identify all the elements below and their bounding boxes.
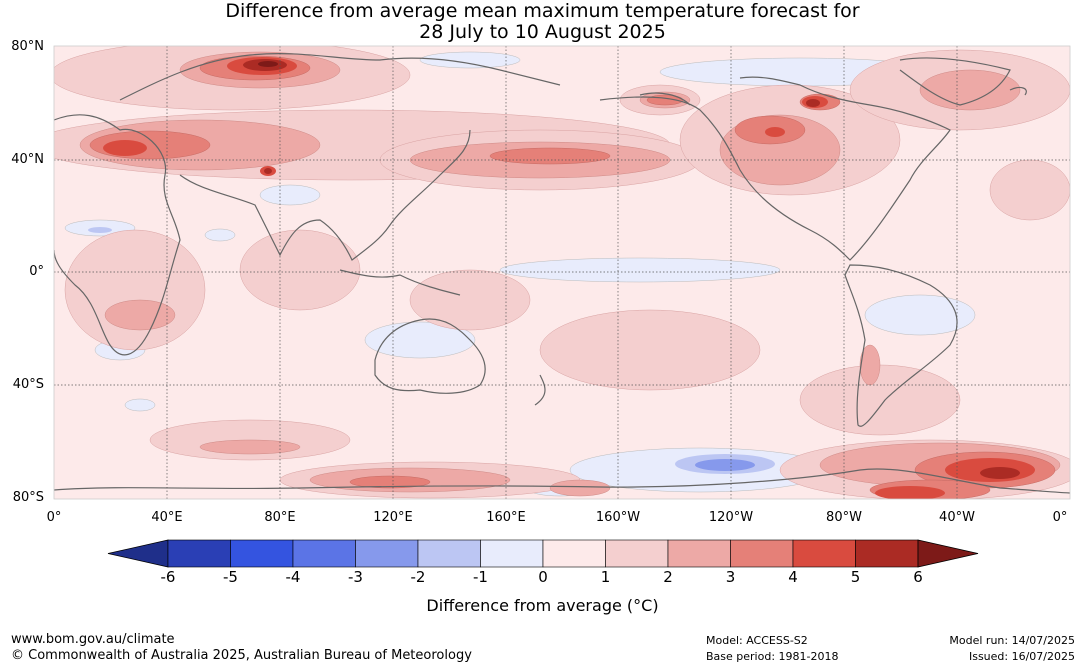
lon-label-120w: 120°W — [708, 510, 754, 525]
colorbar-segment — [792, 539, 856, 568]
colorbar-segment — [480, 539, 544, 568]
map-frame — [53, 45, 1071, 500]
colorbar-segment — [667, 539, 731, 568]
colorbar-tick-label: 4 — [788, 568, 798, 586]
lat-label-0: 0° — [29, 264, 44, 279]
lat-label-40s: 40°S — [12, 377, 44, 392]
colorbar-extend-low — [107, 539, 169, 568]
lon-label-160w: 160°W — [595, 510, 641, 525]
colorbar-segment — [355, 539, 419, 568]
map-field — [54, 46, 1070, 499]
colorbar-segment — [730, 539, 794, 568]
colorbar-tick-label: 6 — [913, 568, 923, 586]
footer-model: Model: ACCESS-S2 — [706, 634, 808, 647]
lon-label-40e: 40°E — [151, 510, 183, 525]
colorbar-label: Difference from average (°C) — [426, 596, 659, 615]
colorbar-tick-label: -5 — [223, 568, 238, 586]
lon-label-0-right: 0° — [1052, 510, 1068, 525]
chart-title-line-2: 28 July to 10 August 2025 — [419, 21, 666, 43]
warm-anomaly-over-6 — [258, 61, 278, 67]
cool-anomaly-regions-3 — [695, 459, 755, 471]
lon-label-120e: 120°E — [373, 510, 413, 525]
colorbar-segment — [230, 539, 294, 568]
lon-label-80e: 80°E — [264, 510, 296, 525]
colorbar-tick-label: 3 — [725, 568, 736, 586]
graticule — [54, 46, 1070, 499]
footer-issued: Issued: 16/07/2025 — [968, 650, 1075, 663]
warm-anomaly-3-4 — [89, 55, 1056, 499]
colorbar-segment — [417, 539, 481, 568]
lat-label-80s: 80°S — [12, 490, 44, 505]
coastlines — [54, 53, 1070, 494]
footer-model-run: Model run: 14/07/2025 — [949, 634, 1075, 647]
colorbar-tick-label: -6 — [160, 568, 176, 586]
colorbar-tick-label: 1 — [600, 568, 611, 586]
lon-label-160e: 160°E — [486, 510, 526, 525]
colorbar-segment — [167, 539, 231, 568]
chart-title-line-1: Difference from average mean maximum tem… — [225, 0, 860, 22]
colorbar-tick-label: -2 — [410, 568, 426, 586]
lat-label-40n: 40°N — [11, 152, 44, 167]
lon-label-40w: 40°W — [939, 510, 975, 525]
colorbar-tick-label: 2 — [663, 568, 673, 586]
colorbar-segment — [855, 539, 919, 568]
colorbar-tick-label: -1 — [473, 568, 488, 586]
colorbar-segment — [605, 539, 669, 568]
colorbar-tick-label: 5 — [850, 568, 861, 586]
footer-base-period: Base period: 1981-2018 — [706, 650, 839, 663]
lon-label-80w: 80°W — [826, 510, 862, 525]
lat-label-80n: 80°N — [11, 39, 44, 54]
colorbar-segment — [292, 539, 356, 568]
colorbar-tick-label: 0 — [538, 568, 548, 586]
colorbar-tick-label: -3 — [348, 568, 363, 586]
footer-website: www.bom.gov.au/climate — [11, 632, 175, 647]
colorbar-extend-high — [917, 539, 979, 568]
colorbar-tick-label: -4 — [285, 568, 301, 586]
colorbar-segment — [542, 539, 606, 568]
footer-copyright: © Commonwealth of Australia 2025, Austra… — [11, 648, 472, 663]
lon-label-0-left: 0° — [46, 510, 62, 525]
